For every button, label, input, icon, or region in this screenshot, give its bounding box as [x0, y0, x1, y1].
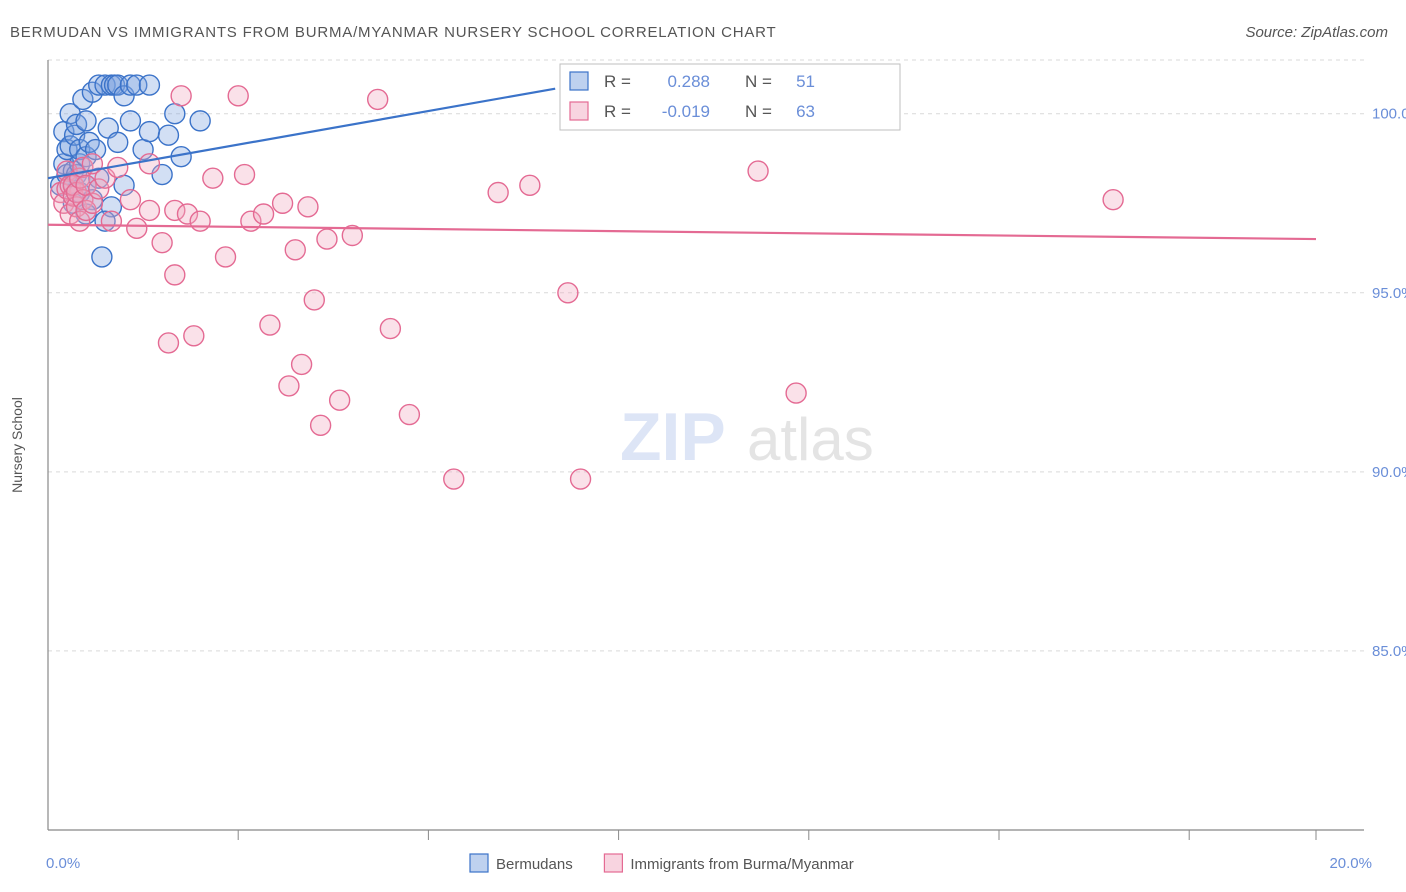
- stats-swatch: [570, 102, 588, 120]
- scatter-point: [748, 161, 768, 181]
- y-tick-label: 85.0%: [1372, 643, 1406, 660]
- scatter-point: [158, 333, 178, 353]
- scatter-point: [311, 415, 331, 435]
- y-axis-label: Nursery School: [9, 397, 25, 493]
- scatter-point: [488, 183, 508, 203]
- y-tick-label: 100.0%: [1372, 106, 1406, 123]
- scatter-point: [165, 265, 185, 285]
- scatter-point: [1103, 190, 1123, 210]
- scatter-point: [139, 122, 159, 142]
- scatter-point: [368, 89, 388, 109]
- scatter-point: [260, 315, 280, 335]
- scatter-point: [558, 283, 578, 303]
- watermark-zip: ZIP: [620, 399, 726, 475]
- scatter-point: [399, 405, 419, 425]
- scatter-point: [279, 376, 299, 396]
- scatter-point: [786, 383, 806, 403]
- scatter-point: [228, 86, 248, 106]
- scatter-point: [108, 132, 128, 152]
- scatter-points: [51, 75, 1123, 489]
- n-value: 63: [796, 102, 815, 121]
- legend-swatch: [470, 854, 488, 872]
- r-label: R =: [604, 72, 631, 91]
- scatter-point: [184, 326, 204, 346]
- scatter-point: [190, 211, 210, 231]
- bottom-legend: Bermudans Immigrants from Burma/Myanmar: [470, 854, 854, 873]
- scatter-point: [254, 204, 274, 224]
- grid-lines: [48, 60, 1364, 651]
- r-value: 0.288: [667, 72, 710, 91]
- scatter-point: [120, 190, 140, 210]
- scatter-point: [165, 104, 185, 124]
- scatter-point: [120, 111, 140, 131]
- y-tick-label: 90.0%: [1372, 464, 1406, 481]
- n-label: N =: [745, 102, 772, 121]
- stats-legend-box: R = 0.288 N = 51 R = -0.019 N = 63: [560, 64, 900, 130]
- r-value: -0.019: [662, 102, 710, 121]
- y-tick-labels: 85.0% 90.0% 95.0% 100.0%: [1372, 106, 1406, 660]
- scatter-point: [101, 211, 121, 231]
- scatter-point: [139, 154, 159, 174]
- scatter-point: [292, 354, 312, 374]
- scatter-point: [444, 469, 464, 489]
- scatter-point: [235, 165, 255, 185]
- x-tick-label: 20.0%: [1329, 855, 1372, 872]
- scatter-point: [330, 390, 350, 410]
- watermark-atlas: atlas: [747, 406, 874, 473]
- scatter-point: [203, 168, 223, 188]
- scatter-point: [520, 175, 540, 195]
- x-tick-label: 0.0%: [46, 855, 80, 872]
- legend-label: Bermudans: [496, 856, 573, 873]
- scatter-point: [139, 75, 159, 95]
- scatter-point: [298, 197, 318, 217]
- trend-line: [48, 225, 1316, 239]
- scatter-point: [273, 193, 293, 213]
- scatter-point: [285, 240, 305, 260]
- scatter-point: [317, 229, 337, 249]
- legend-swatch: [604, 854, 622, 872]
- r-label: R =: [604, 102, 631, 121]
- scatter-point: [152, 233, 172, 253]
- stats-swatch: [570, 72, 588, 90]
- scatter-point: [380, 319, 400, 339]
- scatter-point: [304, 290, 324, 310]
- n-label: N =: [745, 72, 772, 91]
- scatter-point: [216, 247, 236, 267]
- n-value: 51: [796, 72, 815, 91]
- legend-label: Immigrants from Burma/Myanmar: [630, 856, 853, 873]
- scatter-point: [190, 111, 210, 131]
- correlation-chart: Nursery School ZIP atlas R =0.288N =51R …: [0, 0, 1406, 892]
- scatter-point: [158, 125, 178, 145]
- scatter-point: [127, 218, 147, 238]
- scatter-point: [171, 86, 191, 106]
- scatter-point: [76, 111, 96, 131]
- scatter-point: [139, 200, 159, 220]
- y-tick-label: 95.0%: [1372, 285, 1406, 302]
- scatter-point: [92, 247, 112, 267]
- scatter-point: [571, 469, 591, 489]
